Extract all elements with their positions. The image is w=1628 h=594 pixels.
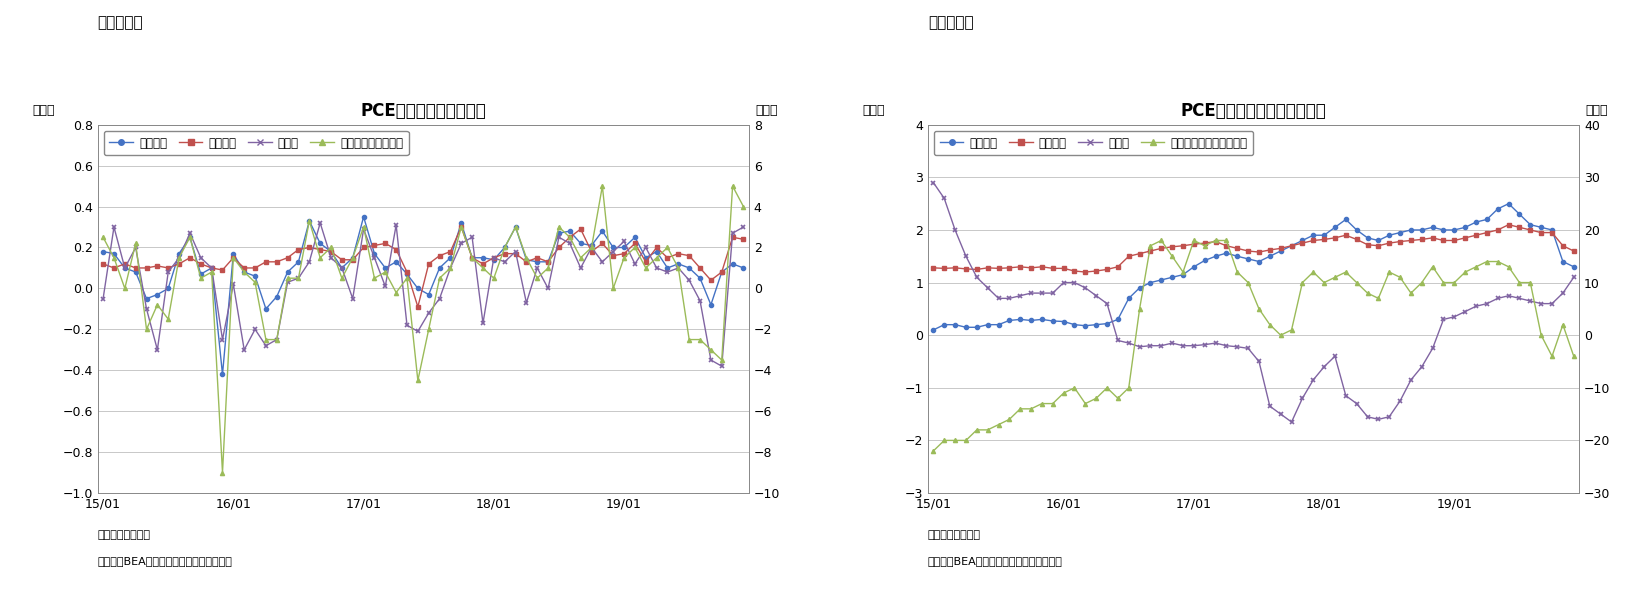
Legend: 総合指数, コア指数, 食料品, エネルギー（右軸）: 総合指数, コア指数, 食料品, エネルギー（右軸） [104,131,409,156]
Text: （％）: （％） [1586,105,1608,118]
Text: （％）: （％） [863,105,886,118]
Title: PCE価格指数（前年同月比）: PCE価格指数（前年同月比） [1180,102,1327,121]
Legend: 総合指数, コア指数, 食料品, エネルギー関連（右軸）: 総合指数, コア指数, 食料品, エネルギー関連（右軸） [934,131,1254,156]
Text: （図表７）: （図表７） [928,15,974,30]
Text: （資料）BEAよりニッセイ基礎研究所作成: （資料）BEAよりニッセイ基礎研究所作成 [98,555,233,565]
Text: （図表６）: （図表６） [98,15,143,30]
Text: （注）季節調整済: （注）季節調整済 [98,530,151,540]
Text: （注）季節調整済: （注）季節調整済 [928,530,982,540]
Title: PCE価格指数（前月比）: PCE価格指数（前月比） [360,102,487,121]
Text: （％）: （％） [755,105,778,118]
Text: （資料）BEAよりニッセイ基礎研究所作成: （資料）BEAよりニッセイ基礎研究所作成 [928,555,1063,565]
Text: （％）: （％） [33,105,55,118]
